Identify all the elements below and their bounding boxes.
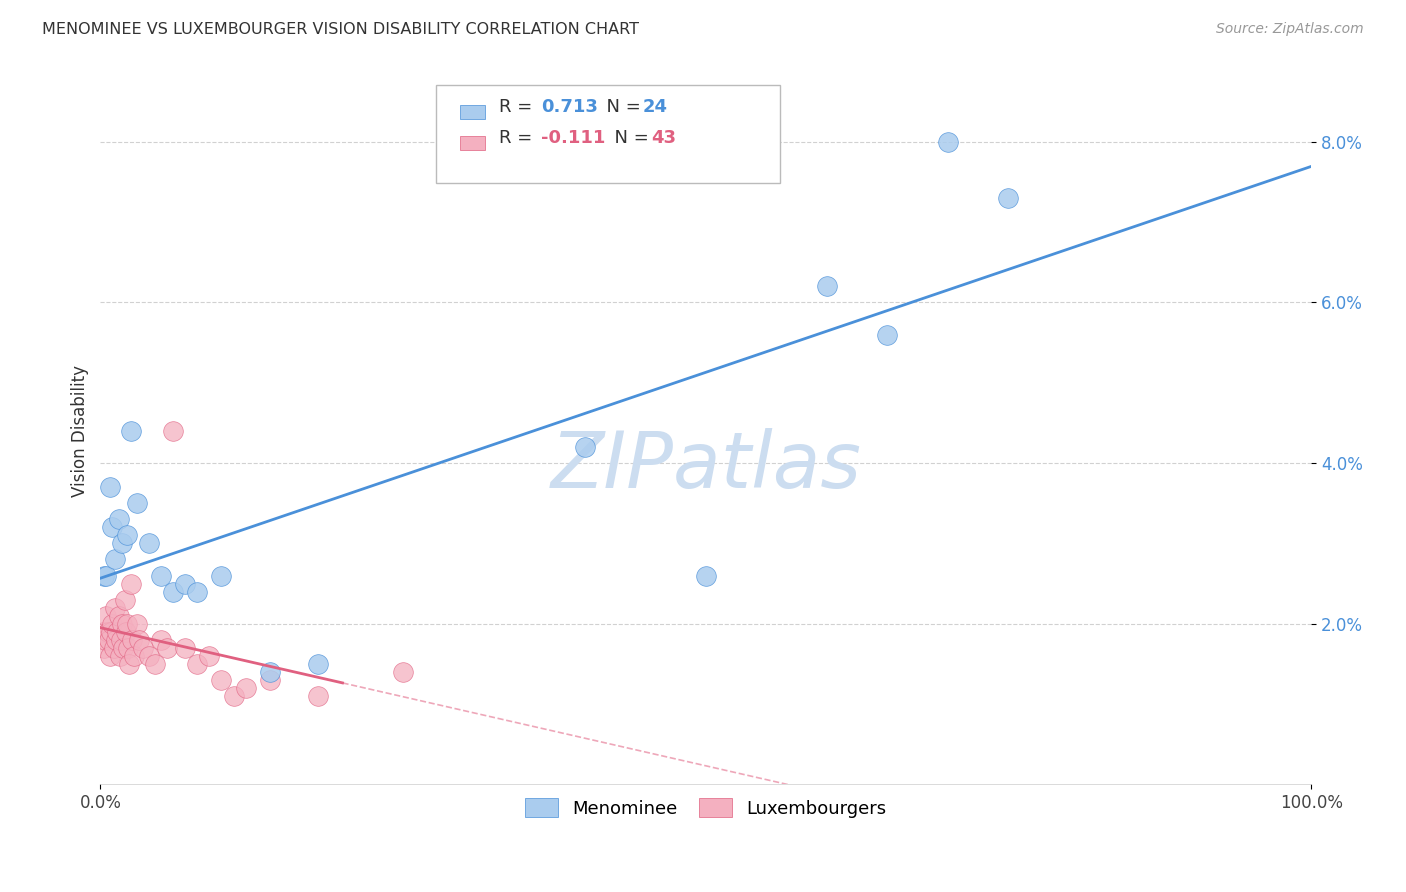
Point bbox=[186, 657, 208, 671]
Point bbox=[97, 624, 120, 639]
Text: R =: R = bbox=[499, 129, 538, 147]
Point bbox=[107, 608, 129, 623]
Point bbox=[307, 657, 329, 671]
Point bbox=[104, 600, 127, 615]
Point bbox=[105, 632, 128, 647]
Point bbox=[138, 648, 160, 663]
Point bbox=[103, 640, 125, 655]
Point bbox=[128, 632, 150, 647]
Point bbox=[138, 536, 160, 550]
Point bbox=[98, 648, 121, 663]
Point bbox=[815, 279, 838, 293]
Point bbox=[695, 568, 717, 582]
Point bbox=[121, 632, 143, 647]
Point bbox=[101, 520, 124, 534]
Point bbox=[120, 424, 142, 438]
Point bbox=[114, 592, 136, 607]
Point bbox=[997, 191, 1019, 205]
Point bbox=[235, 681, 257, 695]
Legend: Menominee, Luxembourgers: Menominee, Luxembourgers bbox=[517, 791, 893, 825]
Point bbox=[174, 576, 197, 591]
Point bbox=[118, 657, 141, 671]
Point bbox=[117, 640, 139, 655]
Point bbox=[574, 440, 596, 454]
Point bbox=[125, 616, 148, 631]
Point bbox=[209, 673, 232, 687]
Point bbox=[174, 640, 197, 655]
Point bbox=[392, 665, 415, 679]
Point bbox=[94, 632, 117, 647]
Point bbox=[100, 624, 122, 639]
Point bbox=[125, 496, 148, 510]
Point bbox=[186, 584, 208, 599]
Point bbox=[91, 624, 114, 639]
Point bbox=[209, 568, 232, 582]
Point bbox=[132, 640, 155, 655]
Point bbox=[120, 576, 142, 591]
Text: MENOMINEE VS LUXEMBOURGER VISION DISABILITY CORRELATION CHART: MENOMINEE VS LUXEMBOURGER VISION DISABIL… bbox=[42, 22, 640, 37]
Text: R =: R = bbox=[499, 98, 538, 116]
Point bbox=[307, 689, 329, 703]
Text: N =: N = bbox=[595, 98, 647, 116]
Point bbox=[93, 640, 115, 655]
Point bbox=[936, 135, 959, 149]
Text: 43: 43 bbox=[651, 129, 676, 147]
Point bbox=[96, 608, 118, 623]
Point bbox=[198, 648, 221, 663]
Point bbox=[107, 512, 129, 526]
Point bbox=[115, 528, 138, 542]
Text: 24: 24 bbox=[643, 98, 668, 116]
Point bbox=[110, 632, 132, 647]
Point bbox=[122, 648, 145, 663]
Point bbox=[115, 616, 138, 631]
Point bbox=[162, 424, 184, 438]
Text: 0.713: 0.713 bbox=[541, 98, 598, 116]
Point bbox=[105, 624, 128, 639]
Point bbox=[149, 632, 172, 647]
Text: N =: N = bbox=[603, 129, 655, 147]
Point bbox=[98, 480, 121, 494]
Point bbox=[259, 673, 281, 687]
Point bbox=[143, 657, 166, 671]
Point bbox=[96, 568, 118, 582]
Point bbox=[97, 632, 120, 647]
Point bbox=[149, 568, 172, 582]
Point bbox=[162, 584, 184, 599]
Text: ZIPatlas: ZIPatlas bbox=[550, 428, 862, 504]
Point bbox=[156, 640, 179, 655]
Point bbox=[104, 552, 127, 566]
Y-axis label: Vision Disability: Vision Disability bbox=[72, 365, 89, 497]
Point bbox=[111, 536, 134, 550]
Point bbox=[259, 665, 281, 679]
Text: Source: ZipAtlas.com: Source: ZipAtlas.com bbox=[1216, 22, 1364, 37]
Point bbox=[222, 689, 245, 703]
Point bbox=[112, 640, 135, 655]
Point bbox=[111, 616, 134, 631]
Text: -0.111: -0.111 bbox=[541, 129, 606, 147]
Point bbox=[876, 327, 898, 342]
Point bbox=[93, 568, 115, 582]
Point bbox=[114, 624, 136, 639]
Point bbox=[101, 616, 124, 631]
Point bbox=[108, 648, 131, 663]
